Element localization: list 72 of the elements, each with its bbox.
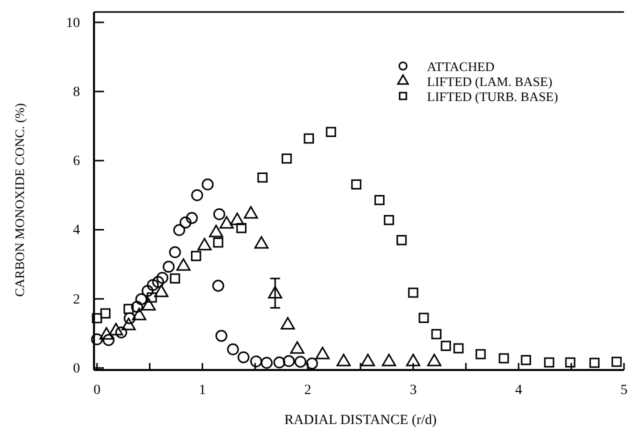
x-tick-label: 2 xyxy=(304,382,312,398)
point xyxy=(162,260,175,273)
point xyxy=(92,313,102,324)
point xyxy=(384,214,394,226)
point xyxy=(202,178,214,190)
point xyxy=(186,212,198,224)
point xyxy=(273,356,286,368)
y-axis-title: CARBON MONOXIDE CONC. (%) xyxy=(12,103,27,297)
point xyxy=(180,216,192,228)
y-tick-label: 6 xyxy=(73,154,80,170)
point xyxy=(115,326,128,338)
point xyxy=(476,349,486,360)
point xyxy=(227,343,239,356)
point xyxy=(351,179,362,190)
point xyxy=(236,222,246,234)
point xyxy=(418,312,429,323)
point xyxy=(91,333,103,346)
x-tick-label: 0 xyxy=(94,382,100,398)
point xyxy=(146,292,157,303)
point xyxy=(213,208,226,220)
point xyxy=(326,126,336,138)
point xyxy=(431,329,442,340)
x-tick-label: 5 xyxy=(620,382,628,398)
point xyxy=(453,343,464,354)
point xyxy=(152,276,164,288)
x-axis-title: RADIAL DISTANCE (r/d) xyxy=(284,413,438,428)
point xyxy=(156,272,168,284)
point xyxy=(102,334,115,346)
point xyxy=(612,356,622,367)
point xyxy=(212,280,224,292)
point xyxy=(374,194,385,206)
point xyxy=(124,304,134,314)
point xyxy=(135,293,148,306)
x-tick-label: 1 xyxy=(198,382,206,398)
point xyxy=(170,273,180,284)
y-tick-label: 0 xyxy=(73,361,80,376)
point xyxy=(124,312,136,324)
point xyxy=(257,172,268,183)
point xyxy=(173,224,186,236)
point xyxy=(213,237,224,248)
point xyxy=(565,357,576,368)
point xyxy=(294,356,306,368)
y-tick-label: 2 xyxy=(73,292,80,308)
point xyxy=(498,353,509,364)
point xyxy=(142,284,154,297)
point xyxy=(250,355,262,368)
point xyxy=(282,153,292,164)
point xyxy=(544,357,554,368)
legend-label: LIFTED (TURB. BASE) xyxy=(427,89,558,104)
point xyxy=(100,308,111,318)
point xyxy=(215,330,228,342)
point xyxy=(146,279,159,291)
point xyxy=(191,189,204,202)
point xyxy=(260,356,273,369)
point xyxy=(396,235,407,246)
point xyxy=(190,250,202,262)
point xyxy=(440,340,451,351)
legend-label: LIFTED (LAM. BASE) xyxy=(427,74,552,89)
x-tick-label: 3 xyxy=(410,382,417,398)
point xyxy=(169,246,181,258)
point xyxy=(408,288,418,298)
point xyxy=(304,133,314,144)
legend-label: ATTACHED xyxy=(427,59,495,74)
y-tick-label: 4 xyxy=(73,223,80,238)
point xyxy=(282,355,295,368)
point xyxy=(520,354,532,366)
x-tick-label: 4 xyxy=(515,382,522,398)
y-tick-label: 10 xyxy=(66,16,80,31)
y-tick-label: 8 xyxy=(73,84,80,100)
point xyxy=(238,351,250,364)
point xyxy=(131,300,144,313)
point xyxy=(589,358,600,368)
